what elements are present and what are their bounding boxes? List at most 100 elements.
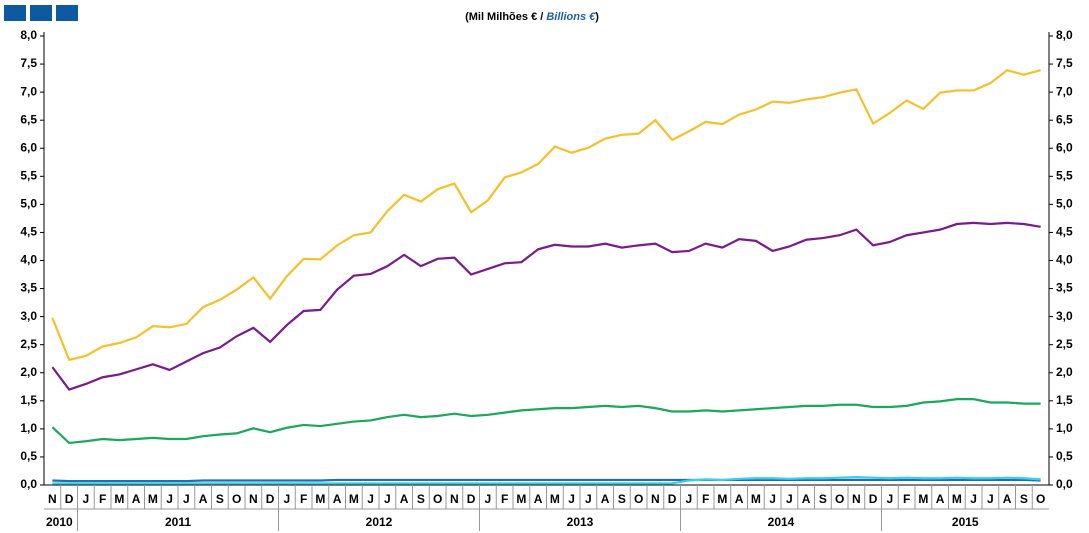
x-tick-label: J [83, 492, 90, 506]
subtitle-close: ) [595, 11, 599, 23]
x-tick-label: J [786, 492, 793, 506]
x-tick-label: M [717, 492, 727, 506]
x-tick-label: M [952, 492, 962, 506]
x-tick-label: M [550, 492, 560, 506]
year-label: 2013 [567, 515, 594, 529]
x-tick-label: O [634, 492, 643, 506]
y2-tick-label: 1,5 [1056, 393, 1073, 407]
y2-tick-label: 0,5 [1056, 449, 1073, 463]
x-tick-label: M [148, 492, 158, 506]
y-tick-label: 2,0 [20, 365, 37, 379]
year-label: 2015 [952, 515, 979, 529]
x-tick-label: A [132, 492, 141, 506]
y-tick-label: 5,0 [20, 197, 37, 211]
y-tick-label: 6,0 [20, 140, 37, 154]
y-tick-label: 8,0 [20, 28, 37, 42]
x-tick-label: J [987, 492, 994, 506]
x-tick-label: D [869, 492, 878, 506]
y-tick-label: 4,0 [20, 253, 37, 267]
y-tick-label: 5,5 [20, 168, 37, 182]
series-line [51, 398, 1041, 445]
x-tick-label: M [114, 492, 124, 506]
x-tick-label: O [835, 492, 844, 506]
series-line [51, 69, 1041, 362]
y2-tick-label: 6,0 [1056, 140, 1073, 154]
x-tick-label: J [585, 492, 592, 506]
x-tick-label: S [819, 492, 827, 506]
x-tick-label: M [315, 492, 325, 506]
subtitle: (Mil Milhões € / Billions €) [465, 11, 599, 23]
year-label: 2014 [768, 515, 795, 529]
x-tick-label: D [668, 492, 677, 506]
series-line [51, 221, 1041, 391]
x-tick-label: M [918, 492, 928, 506]
x-tick-label: J [769, 492, 776, 506]
year-label: 2010 [46, 515, 73, 529]
x-tick-label: N [249, 492, 258, 506]
y-tick-label: 3,0 [20, 309, 37, 323]
x-tick-label: F [903, 492, 910, 506]
x-tick-label: M [349, 492, 359, 506]
x-tick-label: D [65, 492, 74, 506]
y-tick-label: 0,5 [20, 449, 37, 463]
x-tick-label: F [501, 492, 508, 506]
x-tick-label: O [232, 492, 241, 506]
x-tick-label: J [183, 492, 190, 506]
x-tick-label: S [618, 492, 626, 506]
x-tick-label: J [970, 492, 977, 506]
x-tick-label: J [166, 492, 173, 506]
y-tick-label: 3,5 [20, 281, 37, 295]
y2-tick-label: 3,0 [1056, 309, 1073, 323]
x-tick-label: D [266, 492, 275, 506]
x-tick-label: A [936, 492, 945, 506]
x-tick-label: S [417, 492, 425, 506]
x-tick-label: A [601, 492, 610, 506]
subtitle-pt: (Mil Milhões € / [465, 11, 546, 23]
y2-tick-label: 6,5 [1056, 112, 1073, 126]
y-tick-label: 1,5 [20, 393, 37, 407]
y2-tick-label: 5,0 [1056, 197, 1073, 211]
x-tick-label: N [450, 492, 459, 506]
year-label: 2011 [165, 515, 191, 529]
x-tick-label: S [216, 492, 224, 506]
x-tick-label: J [568, 492, 575, 506]
year-label: 2012 [366, 515, 393, 529]
x-tick-label: A [802, 492, 811, 506]
x-tick-label: J [686, 492, 693, 506]
y2-tick-label: 7,0 [1056, 84, 1073, 98]
x-tick-label: A [1003, 492, 1012, 506]
y-tick-label: 1,0 [20, 421, 37, 435]
x-tick-label: O [1036, 492, 1045, 506]
x-tick-label: N [852, 492, 861, 506]
y2-tick-label: 0,0 [1056, 477, 1073, 491]
x-tick-label: A [199, 492, 208, 506]
x-tick-label: M [516, 492, 526, 506]
logo-block [30, 5, 52, 21]
x-tick-label: A [534, 492, 543, 506]
x-tick-label: J [384, 492, 391, 506]
x-tick-label: J [485, 492, 492, 506]
x-tick-label: A [400, 492, 409, 506]
x-tick-label: J [887, 492, 894, 506]
y2-tick-label: 1,0 [1056, 421, 1073, 435]
y2-tick-label: 5,5 [1056, 168, 1073, 182]
x-tick-label: D [467, 492, 476, 506]
y-tick-label: 7,5 [20, 56, 37, 70]
series-line [52, 478, 1041, 483]
subtitle-en: Billions € [546, 11, 596, 23]
x-tick-label: A [735, 492, 744, 506]
y2-tick-label: 2,5 [1056, 337, 1073, 351]
y2-tick-label: 3,5 [1056, 281, 1073, 295]
x-tick-label: A [333, 492, 342, 506]
x-tick-label: N [48, 492, 57, 506]
logo-block [4, 5, 26, 21]
x-tick-label: O [433, 492, 442, 506]
x-tick-label: F [300, 492, 307, 506]
y2-tick-label: 2,0 [1056, 365, 1073, 379]
x-tick-label: J [284, 492, 291, 506]
y2-tick-label: 4,5 [1056, 225, 1073, 239]
y-tick-label: 7,0 [20, 84, 37, 98]
x-tick-label: S [1020, 492, 1028, 506]
x-tick-label: F [99, 492, 106, 506]
